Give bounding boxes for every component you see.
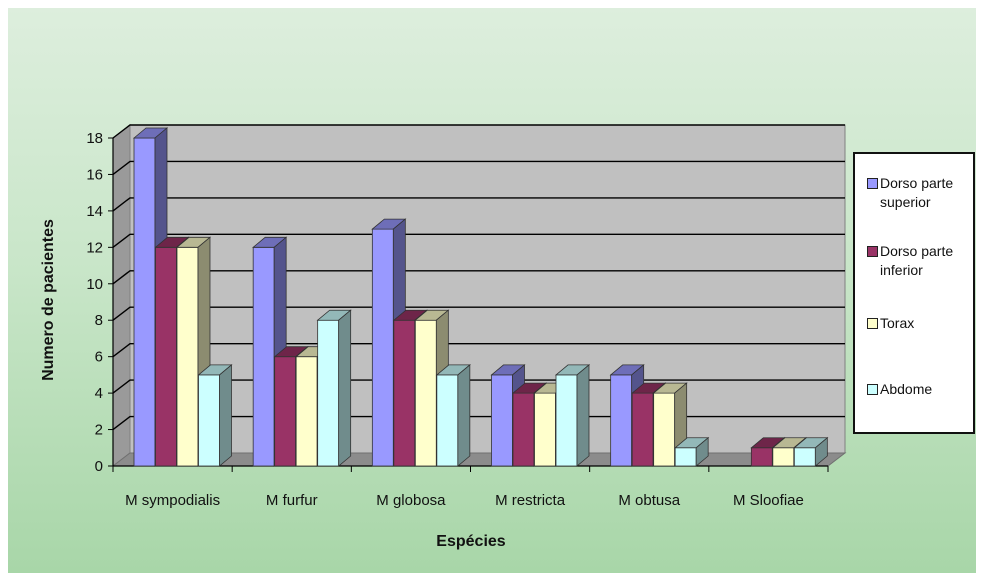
bar[interactable]: [610, 374, 633, 467]
y-tick-label: 2: [95, 422, 103, 439]
bar[interactable]: [155, 246, 177, 467]
gridline: [112, 197, 845, 212]
gridline: [112, 379, 845, 394]
bar[interactable]: [674, 447, 697, 467]
bar[interactable]: [317, 319, 340, 467]
bar[interactable]: [653, 392, 676, 467]
bar-side: [338, 309, 352, 467]
legend-label: Torax: [880, 315, 915, 331]
x-tick-label: M restricta: [495, 492, 566, 509]
bar[interactable]: [750, 447, 773, 467]
plot-back-wall: [129, 124, 846, 454]
y-tick-label: 0: [95, 458, 103, 475]
y-tick-label: 12: [86, 239, 103, 256]
bar[interactable]: [133, 137, 156, 467]
y-tick-label: 4: [95, 385, 103, 402]
x-tick-label: M furfur: [266, 492, 318, 509]
bar[interactable]: [512, 392, 535, 467]
gridline: [112, 270, 845, 285]
bar[interactable]: [555, 374, 578, 467]
bar[interactable]: [274, 356, 297, 467]
gridline: [112, 306, 845, 321]
gridline: [112, 160, 845, 176]
bar[interactable]: [772, 447, 795, 467]
gridline: [112, 342, 845, 358]
legend-label: Abdome: [880, 381, 933, 397]
legend-label: Dorso parte superior: [880, 175, 954, 210]
legend: Dorso parte superior Dorso parte inferior…: [853, 152, 975, 434]
bar[interactable]: [436, 374, 459, 467]
legend-swatch: [867, 318, 878, 329]
x-axis-title: Espécies: [436, 533, 505, 550]
legend-swatch: [867, 246, 878, 257]
y-tick-label: 14: [86, 203, 103, 220]
bar[interactable]: [252, 246, 275, 467]
y-tick-label: 6: [95, 349, 103, 366]
legend-item: Torax: [867, 314, 975, 333]
bar[interactable]: [793, 447, 816, 467]
x-tick-label: M obtusa: [618, 492, 680, 509]
bar[interactable]: [631, 392, 654, 467]
bar[interactable]: [371, 228, 394, 467]
bar-side: [814, 436, 828, 467]
bar[interactable]: [393, 319, 416, 467]
x-tick-label: M sympodialis: [125, 492, 220, 509]
bar[interactable]: [295, 356, 318, 467]
y-tick-label: 10: [86, 276, 103, 293]
gridline: [112, 233, 845, 248]
y-tick-label: 16: [86, 166, 103, 183]
legend-label: Dorso parte inferior: [880, 243, 954, 278]
x-tick-label: M globosa: [376, 492, 446, 509]
bar[interactable]: [176, 246, 199, 467]
legend-swatch: [867, 384, 878, 395]
y-axis-title: Numero de pacientes: [40, 219, 57, 381]
plot-side-wall: [112, 123, 131, 468]
bar[interactable]: [414, 319, 437, 467]
gridline: [112, 415, 845, 431]
legend-swatch: [867, 178, 878, 189]
bar[interactable]: [534, 392, 556, 467]
bar-side: [576, 364, 590, 467]
y-tick-label: 8: [95, 312, 103, 329]
legend-item: Dorso parte superior: [867, 174, 975, 212]
bar[interactable]: [491, 374, 513, 467]
legend-item: Abdome: [867, 380, 975, 399]
bar-side: [695, 436, 709, 467]
bar-side: [457, 364, 471, 467]
bar-side: [219, 364, 232, 467]
y-tick-label: 18: [86, 130, 103, 147]
gridline: [112, 124, 845, 139]
legend-item: Dorso parte inferior: [867, 242, 975, 280]
x-tick-label: M Sloofiae: [733, 492, 804, 509]
bar[interactable]: [198, 374, 220, 467]
